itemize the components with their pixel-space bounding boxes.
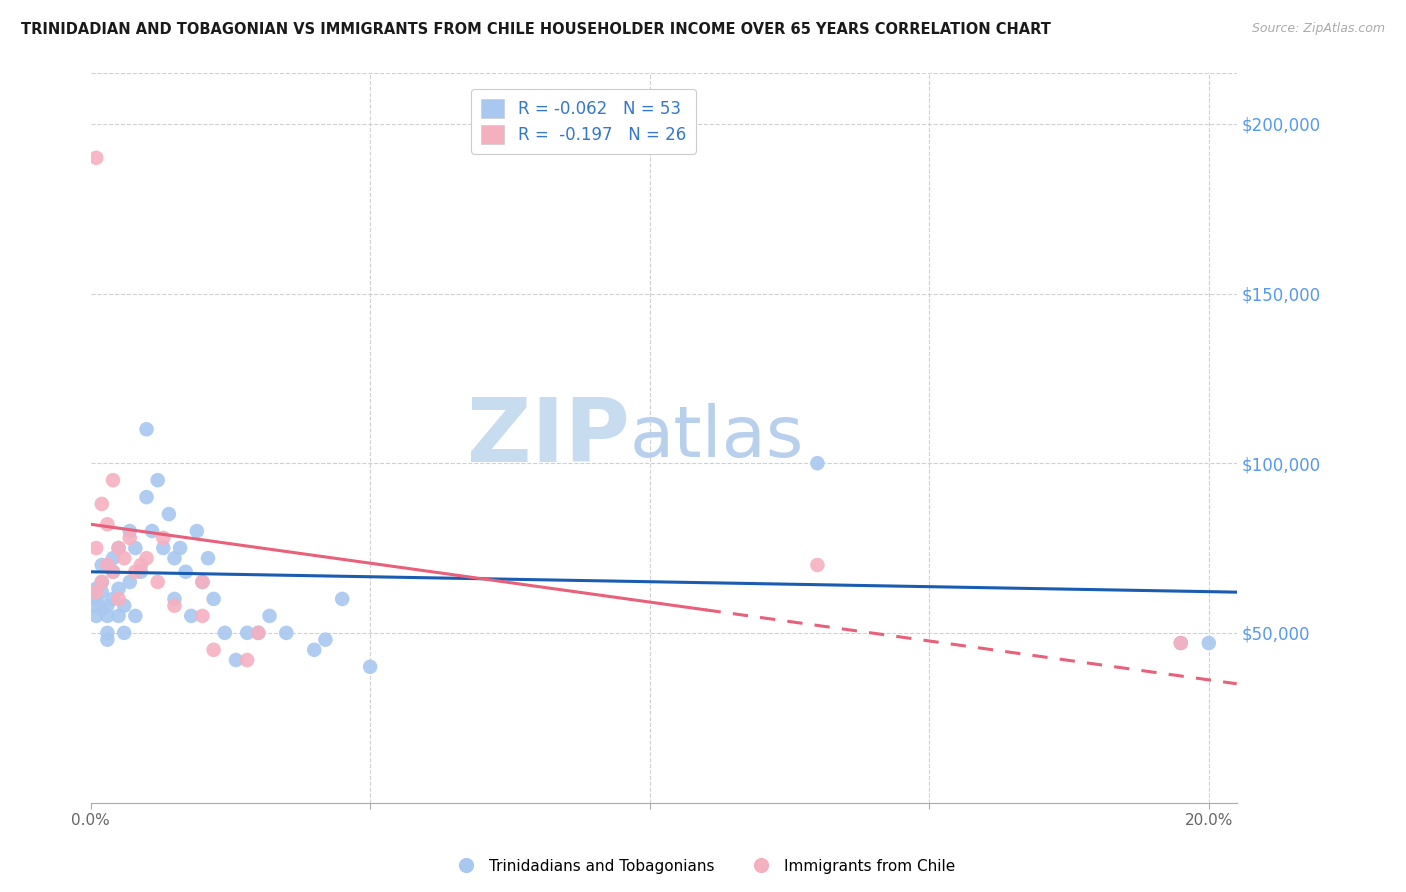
Point [118,574,141,589]
Point [84,541,107,555]
Point [112,551,135,566]
Point [259,608,281,623]
Point [157,507,180,521]
Text: Source: ZipAtlas.com: Source: ZipAtlas.com [1251,22,1385,36]
Point [135,490,157,504]
Point [806,558,828,572]
Text: ZIP: ZIP [467,394,630,482]
Point [96,517,118,532]
Point [107,582,129,596]
Point [135,551,157,566]
Point [124,608,146,623]
Point [90,574,112,589]
Point [118,524,141,538]
Point [96,558,118,572]
Point [96,599,118,613]
Point [225,653,247,667]
Point [1170,636,1192,650]
Point [129,565,152,579]
Point [112,599,135,613]
Point [146,473,169,487]
Point [186,524,208,538]
Text: atlas: atlas [630,403,804,472]
Point [169,541,191,555]
Point [129,558,152,572]
Point [107,591,129,606]
Point [247,625,270,640]
Point [1198,636,1220,650]
Point [236,625,259,640]
Point [197,551,219,566]
Point [84,585,107,599]
Legend: R = -0.062   N = 53, R =  -0.197   N = 26: R = -0.062 N = 53, R = -0.197 N = 26 [471,88,696,153]
Point [180,608,202,623]
Point [202,591,225,606]
Point [101,591,124,606]
Point [96,625,118,640]
Point [90,585,112,599]
Point [304,643,326,657]
Point [174,565,197,579]
Point [101,551,124,566]
Point [118,531,141,545]
Point [236,653,259,667]
Point [163,599,186,613]
Point [96,608,118,623]
Point [112,625,135,640]
Legend: Trinidadians and Tobagonians, Immigrants from Chile: Trinidadians and Tobagonians, Immigrants… [446,853,960,880]
Point [276,625,298,640]
Point [163,591,186,606]
Point [191,608,214,623]
Point [124,541,146,555]
Point [107,608,129,623]
Point [107,541,129,555]
Point [141,524,163,538]
Point [90,497,112,511]
Point [90,558,112,572]
Point [146,574,169,589]
Text: TRINIDADIAN AND TOBAGONIAN VS IMMIGRANTS FROM CHILE HOUSEHOLDER INCOME OVER 65 Y: TRINIDADIAN AND TOBAGONIAN VS IMMIGRANTS… [21,22,1050,37]
Point [84,151,107,165]
Point [84,591,107,606]
Point [101,565,124,579]
Point [330,591,353,606]
Point [124,565,146,579]
Point [191,574,214,589]
Point [247,625,270,640]
Point [152,541,174,555]
Point [1170,636,1192,650]
Point [202,643,225,657]
Point [90,574,112,589]
Point [90,602,112,616]
Point [101,565,124,579]
Point [101,473,124,487]
Point [214,625,236,640]
Point [135,422,157,436]
Point [84,599,107,613]
Point [191,574,214,589]
Point [314,632,336,647]
Point [84,582,107,596]
Point [84,608,107,623]
Point [163,551,186,566]
Point [152,531,174,545]
Point [806,456,828,470]
Point [359,660,381,674]
Point [96,632,118,647]
Point [107,541,129,555]
